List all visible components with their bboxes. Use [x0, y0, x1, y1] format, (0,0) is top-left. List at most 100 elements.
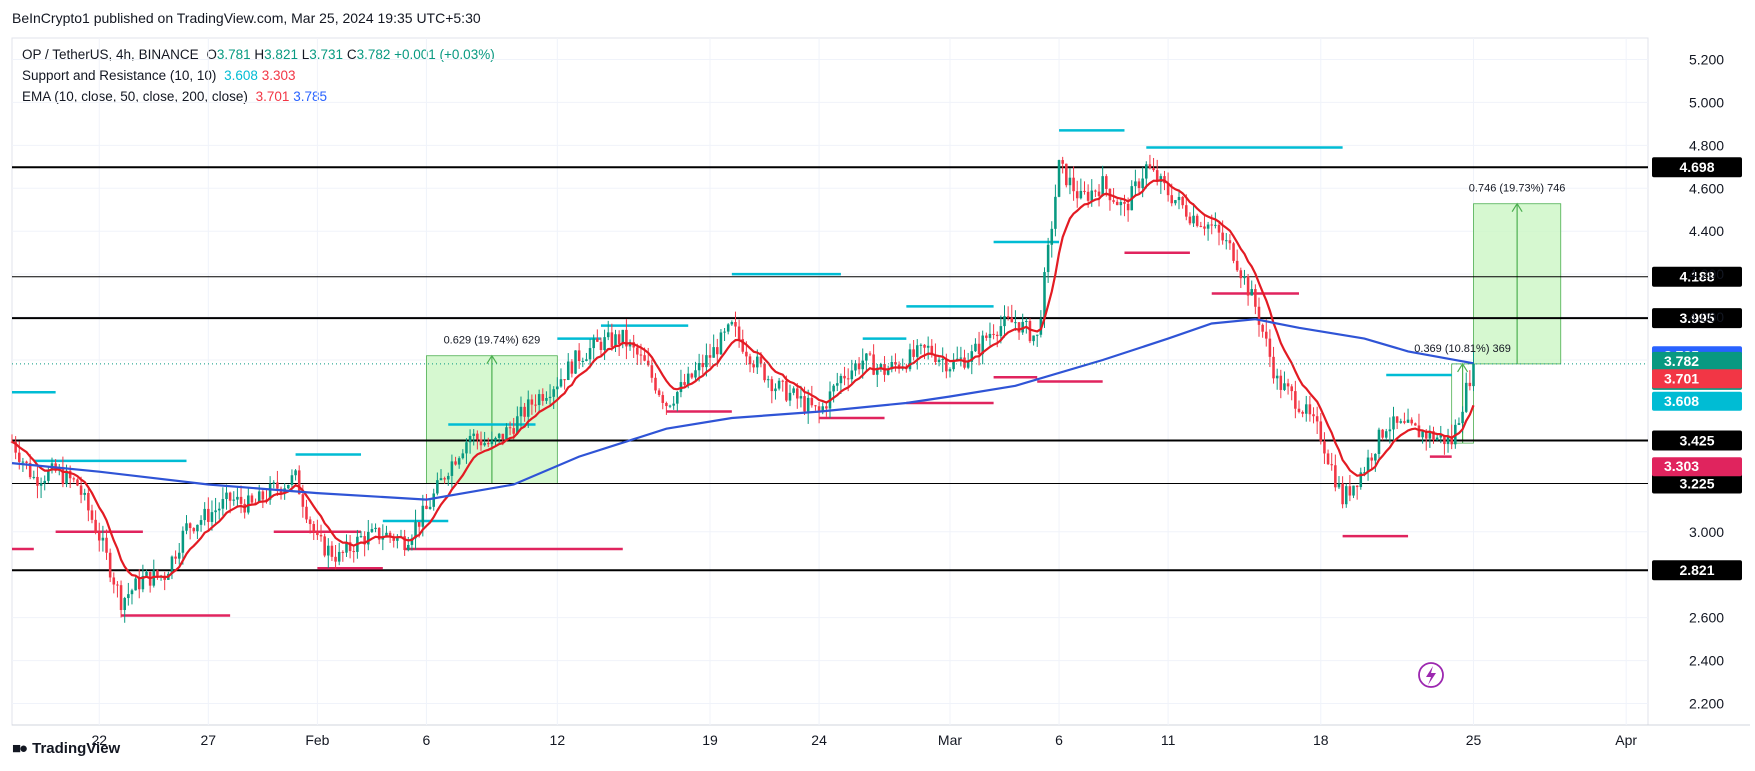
candle-up [272, 482, 276, 484]
candle-up [1384, 431, 1388, 438]
candle-down [1301, 411, 1304, 414]
candle-down [1254, 289, 1257, 307]
candle-down [683, 382, 686, 386]
level-badge-label: 2.821 [1679, 562, 1714, 578]
candle-up [1428, 431, 1432, 439]
candle-down [1403, 421, 1406, 423]
ema-slow-line [11, 318, 1474, 501]
candle-up [327, 545, 330, 556]
candle-up [232, 499, 236, 501]
candle-up [127, 594, 130, 599]
candle-down [650, 365, 654, 378]
candle-down [1348, 486, 1352, 496]
candle-up [196, 524, 199, 532]
legend-row-sr[interactable]: Support and Resistance (10, 10) 3.608 3.… [22, 65, 495, 86]
candle-up [999, 326, 1003, 337]
candle-down [625, 329, 628, 347]
candle-down [261, 491, 265, 500]
lightning-icon[interactable] [1418, 662, 1444, 688]
candle-up [421, 505, 425, 527]
candle-up [414, 522, 417, 539]
candle-down [1370, 457, 1373, 461]
candle-down [192, 528, 196, 532]
time-tick-label: 25 [1466, 732, 1482, 748]
candle-down [501, 433, 505, 440]
candle-up [1043, 272, 1046, 319]
candle-up [719, 332, 723, 355]
candle-up [468, 435, 472, 443]
candle-down [1185, 205, 1188, 217]
candle-down [403, 536, 406, 551]
candle-down [1086, 191, 1090, 201]
candle-down [1105, 176, 1108, 189]
candle-down [61, 468, 65, 485]
candle-up [694, 370, 697, 378]
candle-up [290, 475, 294, 485]
candle-up [672, 403, 675, 406]
candle-up [777, 380, 781, 389]
change-value: +0.001 (+0.03%) [394, 47, 495, 62]
candle-up [839, 375, 843, 384]
tradingview-logo[interactable]: ■● TradingView [12, 740, 120, 757]
candle-down [825, 406, 828, 409]
time-tick-label: Apr [1615, 732, 1637, 748]
candle-up [981, 335, 984, 355]
candle-up [145, 571, 148, 576]
candle-up [457, 458, 461, 465]
candle-up [926, 345, 930, 348]
candle-up [1352, 485, 1355, 496]
candle-up [766, 379, 770, 381]
candle-down [1235, 260, 1239, 271]
candle-up [1057, 160, 1061, 197]
candle-down [305, 506, 308, 520]
high-label: H [254, 47, 265, 62]
candle-down [76, 479, 79, 486]
candle-up [1025, 321, 1028, 323]
candle-up [134, 578, 137, 591]
candle-down [363, 536, 366, 545]
legend-row-symbol[interactable]: OP / TetherUS, 4h, BINANCE O3.781 H3.821… [22, 44, 495, 65]
legend-row-ema[interactable]: EMA (10, close, 50, close, 200, close) 3… [22, 86, 495, 107]
candle-up [1050, 228, 1054, 245]
candle-up [974, 343, 977, 352]
candle-down [1028, 321, 1032, 342]
ema-indicator-label: EMA (10, close, 50, close, 200, close) [22, 89, 248, 104]
candle-down [610, 332, 614, 347]
candle-up [483, 443, 486, 446]
candle-up [1225, 240, 1228, 242]
candle-down [1279, 375, 1283, 390]
level-badge [1652, 266, 1742, 287]
candle-up [581, 360, 585, 362]
candle-down [995, 334, 999, 337]
candle-down [872, 354, 875, 375]
range-label: 0.629 (19.74%) 629 [444, 335, 541, 347]
candle-up [774, 388, 777, 392]
candle-up [574, 350, 577, 374]
close-value: 3.782 [356, 47, 391, 62]
candle-down [508, 427, 512, 429]
price-tick-label: 4.200 [1689, 266, 1724, 282]
candle-up [886, 369, 890, 375]
time-tick-label: 24 [811, 732, 827, 748]
candle-down [97, 532, 101, 541]
candle-up [1399, 421, 1403, 423]
candle-up [1392, 416, 1395, 430]
candle-up [1035, 334, 1039, 336]
level-badge-label: 3.995 [1679, 310, 1714, 326]
candle-down [1308, 404, 1312, 415]
candle-up [43, 480, 46, 484]
ema-lines [11, 178, 1648, 580]
candle-down [1326, 453, 1330, 465]
candle-down [1341, 483, 1344, 505]
candle-up [726, 324, 730, 332]
candle-up [1435, 437, 1439, 440]
candle-up [730, 322, 734, 325]
candle-down [1424, 431, 1428, 439]
candle-down [90, 510, 94, 520]
candle-down [72, 478, 76, 480]
candles [10, 154, 1475, 623]
candle-down [563, 379, 566, 381]
time-axis[interactable]: 22 27 Feb 6 12 19 24 Mar 6 11 18 25 Apr [91, 732, 1637, 748]
candle-up [588, 348, 592, 360]
